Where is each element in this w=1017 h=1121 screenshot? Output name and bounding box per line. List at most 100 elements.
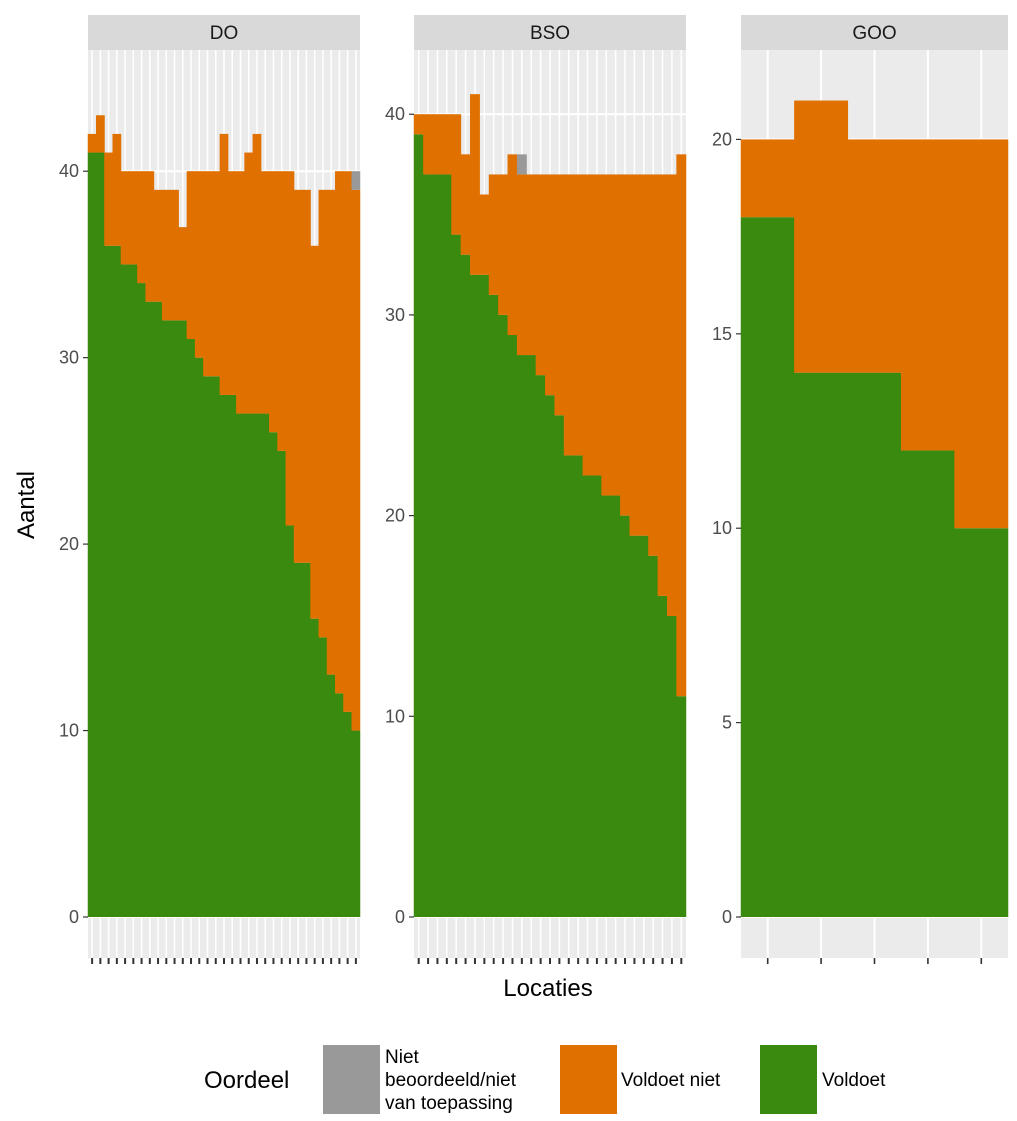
bar-voldoet-niet (413, 114, 424, 135)
y-tick-label: 15 (712, 324, 732, 344)
bar-voldoet (87, 152, 97, 917)
bar-voldoet-niet (676, 154, 687, 697)
bar-voldoet (573, 455, 584, 917)
bar-voldoet-niet (638, 174, 649, 536)
bar-voldoet (112, 245, 122, 918)
y-tick-label: 5 (722, 713, 732, 733)
bar-voldoet-niet (794, 100, 849, 373)
bar-voldoet (343, 711, 353, 917)
bar-voldoet-niet (648, 174, 659, 556)
bar-voldoet-niet (120, 171, 130, 265)
bar-voldoet-niet (252, 133, 262, 414)
bar-voldoet-niet (203, 171, 212, 377)
bar-voldoet-niet (104, 152, 113, 246)
bar-voldoet-niet (128, 171, 138, 265)
bar-voldoet-niet (432, 114, 443, 175)
bar-voldoet (610, 495, 621, 917)
bar-voldoet (178, 320, 188, 917)
bar-voldoet-niet (451, 114, 462, 235)
bar-voldoet (236, 413, 245, 917)
panel-bso: BSO 0 10 20 30 40 (385, 15, 687, 964)
bar-voldoet-niet (145, 171, 155, 302)
y-tick-label: 10 (385, 706, 405, 726)
bar-voldoet (648, 555, 659, 917)
bar-voldoet (591, 475, 602, 917)
bar-voldoet-niet (740, 139, 795, 218)
panel-goo: GOO 0 5 10 15 20 (712, 15, 1009, 964)
bar-voldoet-niet (563, 174, 574, 456)
bar-voldoet (186, 339, 196, 917)
bar-voldoet (535, 375, 546, 917)
bar-voldoet (335, 693, 344, 917)
bar-voldoet (194, 357, 204, 918)
bar-voldoet (128, 264, 138, 918)
strip-label-goo: GOO (852, 23, 896, 44)
legend-key-voldoet (760, 1045, 817, 1114)
bar-voldoet-niet (277, 171, 287, 451)
y-tick-label: 30 (385, 305, 405, 325)
y-tick-label: 20 (59, 534, 79, 554)
bar-voldoet-niet (227, 171, 237, 395)
bar-voldoet-niet (170, 189, 179, 321)
bar-voldoet-niet (900, 139, 955, 451)
bar-voldoet-niet (310, 245, 320, 619)
bar-voldoet (740, 217, 795, 917)
bar-voldoet-niet (95, 115, 105, 153)
bar-voldoet (954, 528, 1009, 917)
bar-voldoet-niet (666, 174, 677, 616)
legend-label-niet: beoordeeld/niet (385, 1070, 517, 1091)
bar-voldoet (657, 595, 668, 917)
bar-voldoet (847, 372, 902, 917)
bar-voldoet (252, 413, 262, 917)
bar-voldoet (545, 395, 555, 917)
bar-voldoet (470, 274, 480, 917)
bar-niet-beoordeeld (351, 171, 361, 190)
bar-voldoet-niet (526, 174, 537, 356)
bar-voldoet (161, 320, 171, 917)
bar-voldoet-niet (318, 189, 328, 638)
bar-voldoet (666, 615, 677, 917)
bar-voldoet-niet (657, 174, 668, 596)
bar-voldoet (479, 274, 490, 917)
bar-voldoet (310, 618, 320, 917)
bar-voldoet (460, 254, 471, 918)
bar-voldoet-niet (260, 171, 270, 414)
bar-voldoet (563, 455, 574, 917)
bar-voldoet-niet (285, 171, 295, 526)
bar-voldoet (638, 535, 649, 917)
bar-voldoet (104, 245, 113, 918)
strip-background (88, 15, 360, 50)
bar-voldoet (285, 525, 295, 917)
bar-niet-beoordeeld (516, 154, 527, 175)
bar-voldoet (582, 475, 593, 917)
bar-voldoet (413, 134, 424, 917)
bar-voldoet (451, 234, 462, 917)
bar-voldoet (432, 174, 443, 918)
bar-voldoet (95, 152, 105, 917)
bar-voldoet-niet (236, 171, 245, 414)
bar-voldoet-niet (620, 174, 630, 516)
bar-voldoet (794, 372, 849, 917)
bar-voldoet-niet (87, 133, 97, 153)
bar-voldoet (554, 415, 565, 917)
bar-voldoet-niet (186, 171, 196, 339)
bar-voldoet-niet (516, 174, 527, 356)
legend-label-niet: van toepassing (385, 1093, 513, 1114)
bar-voldoet (601, 495, 612, 917)
bar-voldoet-niet (211, 171, 221, 377)
bar-voldoet (318, 637, 328, 917)
bar-voldoet-niet (610, 174, 621, 496)
bar-voldoet (137, 283, 146, 917)
bar-voldoet (351, 730, 361, 917)
y-tick-label: 30 (59, 348, 79, 368)
bar-voldoet (302, 562, 311, 917)
bar-voldoet (219, 394, 229, 917)
bar-voldoet-niet (629, 174, 640, 536)
y-tick-label: 20 (385, 506, 405, 526)
bar-voldoet-niet (847, 139, 902, 373)
strip-background (741, 15, 1008, 50)
y-tick-label: 40 (385, 104, 405, 124)
y-tick-label: 10 (59, 721, 79, 741)
x-axis-title: Locaties (503, 975, 592, 1002)
